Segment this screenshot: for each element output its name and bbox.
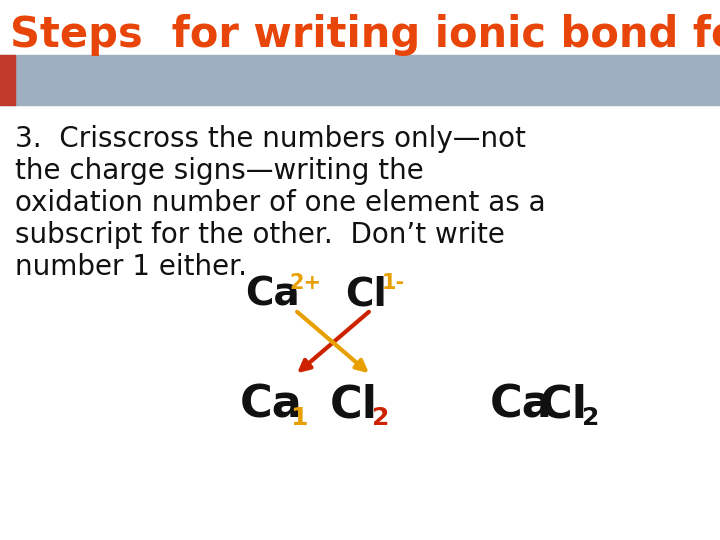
Text: the charge signs—writing the: the charge signs—writing the <box>15 157 424 185</box>
Text: Ca: Ca <box>245 276 300 314</box>
Text: 1-: 1- <box>382 273 405 293</box>
Text: 3.  Crisscross the numbers only—not: 3. Crisscross the numbers only—not <box>15 125 526 153</box>
Text: Steps  for writing ionic bond formulas: Steps for writing ionic bond formulas <box>10 14 720 56</box>
Text: 2: 2 <box>582 406 599 430</box>
Text: Cl: Cl <box>540 383 588 427</box>
Text: Ca: Ca <box>240 383 302 427</box>
Text: Cl: Cl <box>345 276 387 314</box>
Text: Cl: Cl <box>330 383 378 427</box>
Text: number 1 either.: number 1 either. <box>15 253 247 281</box>
Text: 1: 1 <box>290 406 307 430</box>
Text: 2+: 2+ <box>289 273 321 293</box>
Bar <box>0 55 15 105</box>
Text: oxidation number of one element as a: oxidation number of one element as a <box>15 189 546 217</box>
Text: 2: 2 <box>372 406 390 430</box>
Text: subscript for the other.  Don’t write: subscript for the other. Don’t write <box>15 221 505 249</box>
Bar <box>0 55 720 105</box>
Text: Ca: Ca <box>490 383 553 427</box>
